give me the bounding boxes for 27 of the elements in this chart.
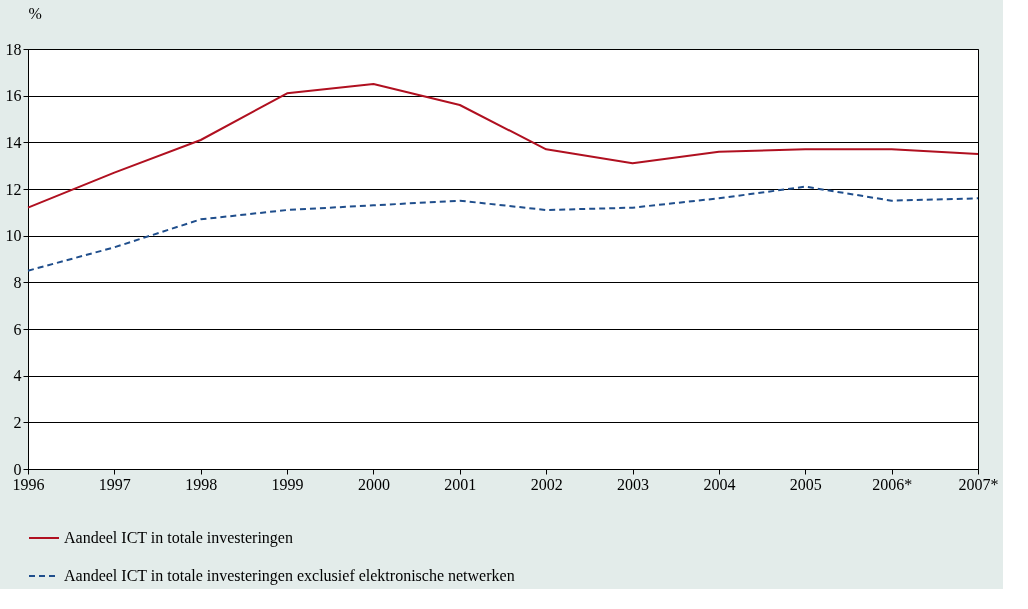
- x-tick-label: 1997: [98, 475, 131, 493]
- x-tick-label: 2007*: [958, 475, 999, 493]
- y-tick-label: 16: [5, 87, 22, 105]
- x-tick-label: 2003: [617, 475, 650, 493]
- x-tick-label: 2002: [530, 475, 563, 493]
- line-series: [27, 185, 979, 272]
- y-tick-label: 18: [5, 40, 22, 58]
- x-tick-label: 2006*: [872, 475, 913, 493]
- y-tick-label: 0: [13, 460, 22, 478]
- y-tick-label: 14: [5, 133, 22, 151]
- legend-label: Aandeel ICT in totale investeringen: [64, 529, 293, 547]
- x-tick-label: 2001: [444, 475, 477, 493]
- y-tick-label: 4: [13, 367, 22, 385]
- legend-label: Aandeel ICT in totale investeringen exclusief elektronische netwerken: [64, 567, 515, 585]
- y-tick-label: 6: [13, 320, 22, 338]
- x-tick-label: 1996: [12, 475, 45, 493]
- y-tick-label: 12: [5, 180, 22, 198]
- y-tick-label: 8: [13, 273, 22, 291]
- x-tick-label: 2004: [703, 475, 736, 493]
- x-tick-label: 1999: [271, 475, 304, 493]
- x-tick-label: 1998: [185, 475, 218, 493]
- y-axis-title: %: [28, 4, 42, 22]
- x-tick-label: 2005: [789, 475, 822, 493]
- y-tick-label: 2: [13, 413, 22, 431]
- y-tick-label: 10: [5, 227, 22, 245]
- line-series: [27, 83, 979, 209]
- x-tick-label: 2000: [357, 475, 390, 493]
